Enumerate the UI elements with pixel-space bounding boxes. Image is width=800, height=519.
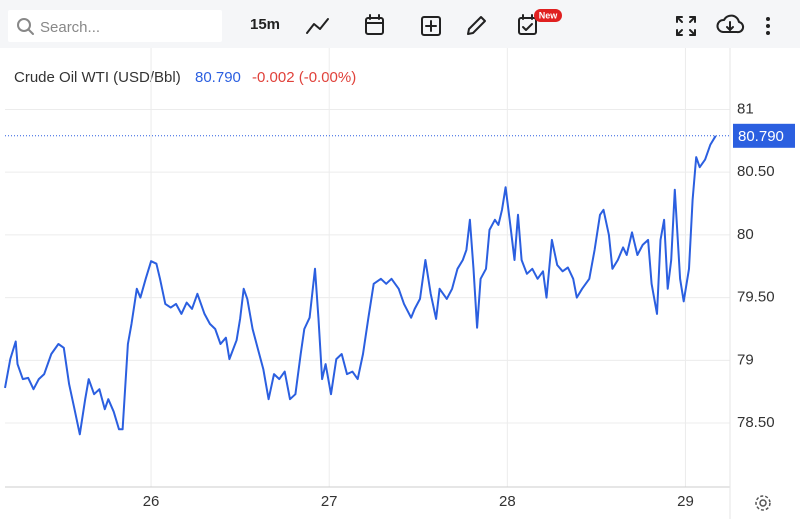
new-badge: [534, 9, 562, 22]
x-tick-label: 27: [321, 493, 338, 510]
add-icon[interactable]: [421, 16, 441, 36]
y-tick-label: 80: [737, 226, 754, 243]
y-tick-label: 79.50: [737, 289, 775, 306]
menu-icon[interactable]: [766, 17, 770, 35]
calendar-icon[interactable]: [365, 14, 384, 35]
last-price: 80.790: [195, 69, 241, 86]
price-change: -0.002 (-0.00%): [252, 69, 356, 86]
search-placeholder: Search...: [40, 19, 100, 36]
price-line: [4, 135, 717, 436]
search-box[interactable]: [8, 10, 222, 42]
draw-icon[interactable]: [467, 16, 486, 35]
events-icon[interactable]: [518, 14, 537, 35]
fullscreen-icon[interactable]: [676, 16, 696, 36]
new-badge-text: New: [539, 10, 559, 20]
x-tick-label: 28: [499, 493, 516, 510]
interval-button[interactable]: 15m: [250, 16, 280, 33]
download-icon[interactable]: [716, 14, 745, 34]
y-tick-label: 80.50: [737, 163, 775, 180]
y-tick-label: 79: [737, 351, 754, 368]
last-price-tag: [733, 123, 795, 148]
search-icon: [17, 18, 34, 35]
chart-type-icon[interactable]: [306, 18, 329, 34]
x-tick-label: 26: [143, 493, 160, 510]
settings-icon[interactable]: [755, 495, 771, 511]
last-price-tag-label: 80.790: [738, 128, 784, 145]
x-tick-label: 29: [677, 493, 694, 510]
y-tick-label: 78.50: [737, 414, 775, 431]
y-tick-label: 81: [737, 100, 754, 117]
instrument-name: Crude Oil WTI (USD/Bbl): [14, 69, 181, 86]
